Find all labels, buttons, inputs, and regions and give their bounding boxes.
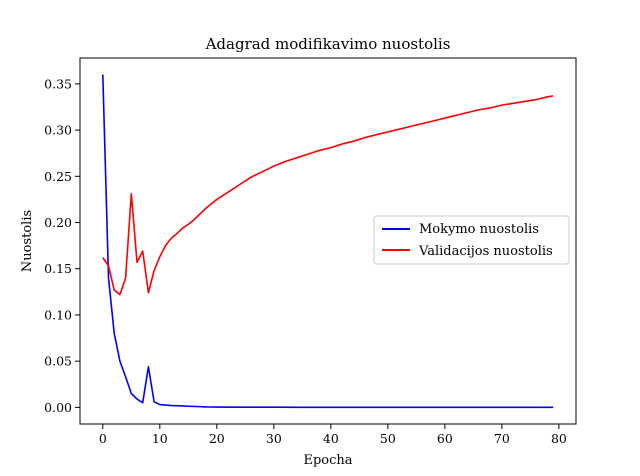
chart-title: Adagrad modifikavimo nuostolis bbox=[205, 35, 451, 53]
y-tick-label: 0.05 bbox=[44, 354, 72, 369]
y-tick-label: 0.00 bbox=[44, 400, 72, 415]
x-tick-label: 0 bbox=[99, 431, 107, 446]
x-axis-label: Epocha bbox=[303, 453, 352, 468]
x-tick-label: 80 bbox=[551, 431, 567, 446]
plot-frame bbox=[79, 57, 577, 425]
legend-label-training: Mokymo nuostolis bbox=[419, 222, 539, 237]
x-tick-label: 70 bbox=[494, 431, 510, 446]
y-tick-label: 0.20 bbox=[44, 215, 72, 230]
y-axis-label: Nuostolis bbox=[20, 210, 35, 272]
y-tick-label: 0.15 bbox=[44, 261, 72, 276]
x-tick-label: 40 bbox=[323, 431, 339, 446]
x-tick-label: 20 bbox=[209, 431, 225, 446]
legend: Mokymo nuostolis Validacijos nuostolis bbox=[373, 215, 570, 265]
y-tick-label: 0.25 bbox=[44, 169, 72, 184]
legend-box bbox=[373, 215, 570, 265]
series-line-validation bbox=[102, 95, 554, 296]
y-tick-label: 0.30 bbox=[44, 123, 72, 138]
series-layer bbox=[102, 74, 554, 409]
x-tick-label: 10 bbox=[152, 431, 168, 446]
y-tick-label: 0.10 bbox=[44, 307, 72, 322]
legend-label-validation: Validacijos nuostolis bbox=[418, 244, 553, 259]
x-tick-label: 50 bbox=[380, 431, 396, 446]
x-tick-label: 60 bbox=[437, 431, 453, 446]
x-tick-label: 30 bbox=[266, 431, 282, 446]
y-tick-label: 0.35 bbox=[44, 76, 72, 91]
ticks-layer: 0 10 20 30 40 50 60 70 80 0.00 0.05 0.10 0.15 0.20 0.2… bbox=[44, 76, 567, 446]
series-line-training bbox=[102, 74, 554, 409]
